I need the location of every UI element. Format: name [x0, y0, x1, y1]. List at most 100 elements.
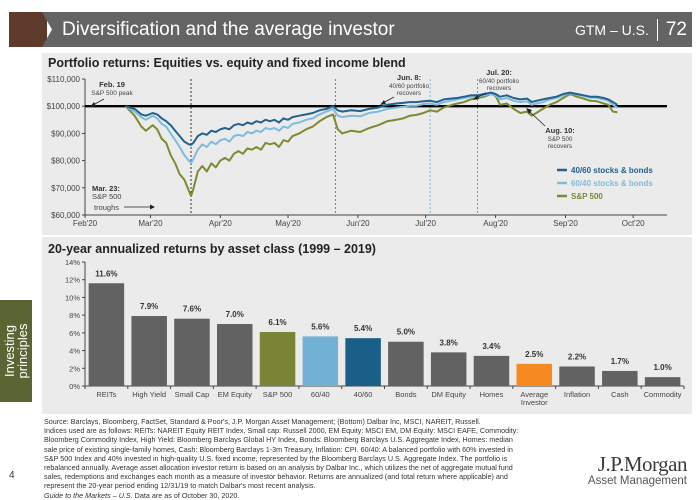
logo-subtitle: Asset Management — [587, 475, 687, 487]
bar-value-label: 11.6% — [95, 269, 117, 278]
bar-reits — [88, 283, 125, 386]
x-tick-label: Jul'20 — [415, 219, 436, 228]
section-tab-line2: principles — [15, 323, 30, 379]
y-tick-label: $100,000 — [47, 102, 81, 111]
bar-value-label: 7.6% — [183, 305, 201, 314]
x-tick-label: Jun'20 — [346, 219, 370, 228]
x-tick-label: Investor — [521, 398, 548, 407]
x-tick-label: Homes — [480, 390, 504, 399]
footnote-line: represent the 20-year period ending 12/3… — [44, 481, 316, 491]
y-tick-label: 12% — [65, 276, 80, 285]
annotation-jun8-text1: 40/60 portfolio — [389, 83, 429, 90]
y-tick-label: 2% — [69, 364, 80, 373]
x-tick-label: Oct'20 — [622, 219, 645, 228]
x-tick-label: High Yield — [132, 390, 166, 399]
series-label: GTM – U.S. — [574, 22, 649, 38]
annotation-jul20-arrowhead — [473, 95, 479, 100]
header-bar — [42, 12, 692, 47]
bar-value-label: 5.4% — [354, 324, 372, 333]
bar-chart-title: 20-year annualized returns by asset clas… — [48, 242, 376, 256]
series-line-2 — [124, 93, 618, 197]
x-tick-label: S&P 500 — [263, 390, 292, 399]
y-tick-label: 0% — [69, 382, 80, 391]
gtm-page-number: 72 — [665, 19, 687, 40]
x-tick-label: REITs — [96, 390, 116, 399]
jpmorgan-logo: J.P.Morgan Asset Management — [587, 452, 688, 487]
x-tick-label: Inflation — [564, 390, 590, 399]
x-tick-label: Cash — [611, 390, 629, 399]
bar-value-label: 5.0% — [397, 328, 415, 337]
footnote-line: S&P 500 Index and 40% invested in high-q… — [44, 453, 508, 463]
bar-40-60 — [345, 338, 381, 386]
section-tab: Investing principles — [0, 300, 32, 402]
annotation-aug10-text1: S&P 500 — [548, 136, 573, 143]
bar-bonds — [388, 341, 424, 386]
x-tick-label: DM Equity — [431, 390, 466, 399]
bar-value-label: 3.4% — [482, 342, 500, 351]
section-tab-label: Investing principles — [2, 323, 30, 379]
legend-label-0: 40/60 stocks & bonds — [571, 166, 653, 175]
bar-dm-equity — [430, 352, 467, 386]
x-tick-label: Mar'20 — [138, 219, 163, 228]
annotation-feb19-arrowhead — [90, 102, 96, 107]
footnote-line: rebalanced annually. Average asset alloc… — [44, 463, 513, 473]
x-tick-label: Bonds — [395, 390, 417, 399]
y-tick-label: 4% — [69, 347, 80, 356]
line-chart: $60,000 $70,000 $80,000 $90,000 $100,000 $110… — [47, 68, 667, 228]
annotation-jun8-text2: recovers — [397, 90, 421, 97]
footnote-line: sales, redemptions and exchanges each mo… — [44, 472, 508, 482]
line-chart-title: Portfolio returns: Equities vs. equity a… — [48, 56, 406, 70]
annotation-jun8-arrowhead — [380, 100, 386, 105]
bar-high-yield — [131, 316, 167, 386]
y-tick-label: $70,000 — [51, 184, 80, 193]
x-tick-label: Small Cap — [175, 390, 210, 399]
bar-homes — [473, 355, 510, 386]
x-tick-label: Average — [520, 390, 548, 399]
bar-cash — [602, 370, 638, 386]
bar-value-label: 2.2% — [568, 353, 586, 362]
logo-wordmark: J.P.Morgan — [597, 452, 688, 476]
footnote-last-line: Guide to the Markets – U.S. Data are as … — [44, 491, 604, 500]
page-number: 4 — [9, 470, 15, 481]
footnote-line: Source: Barclays, Bloomberg, FactSet, St… — [44, 417, 481, 426]
y-tick-label: 6% — [69, 329, 80, 338]
x-tick-label: Commodity — [644, 390, 682, 399]
y-tick-label: $90,000 — [51, 129, 80, 138]
series-line-1 — [125, 92, 618, 164]
footnote-line: sale price of existing single-family hom… — [44, 444, 513, 454]
annotation-aug10-text2: recovers — [548, 143, 572, 150]
y-tick-label: 10% — [65, 293, 80, 302]
annotation-aug10-arrowhead — [526, 108, 532, 114]
bar-average-investor — [516, 363, 553, 386]
annotation-jun8-title: Jun. 8: — [397, 73, 421, 82]
annotation-aug10-arrow — [528, 110, 546, 127]
bar-value-label: 2.5% — [525, 350, 543, 359]
x-tick-label: Feb'20 — [73, 219, 98, 228]
x-tick-label: EM Equity — [218, 390, 252, 399]
bar-value-label: 1.0% — [653, 363, 671, 372]
legend-label-2: S&P 500 — [571, 192, 603, 201]
x-tick-label: 60/40 — [311, 390, 330, 399]
x-tick-label: Sep'20 — [553, 219, 578, 228]
footnote-line: Indices used are as follows: REITs: NARE… — [44, 426, 519, 436]
annotation-jul20-title: Jul. 20: — [486, 68, 512, 77]
footnote-guide-title: Guide to the Markets – U.S. — [44, 490, 133, 500]
footnote-lines: Source: Barclays, Bloomberg, FactSet, St… — [44, 417, 604, 491]
footnote-data-date: Data are as of October 30, 2020. — [132, 490, 240, 500]
bar-small-cap — [174, 318, 210, 386]
bar-commodity — [644, 377, 681, 386]
bar-value-label: 7.9% — [140, 302, 158, 311]
annotation-mar23-arrowhead — [150, 204, 155, 210]
header-divider — [656, 19, 658, 41]
annotation-feb19-text: S&P 500 peak — [91, 90, 133, 97]
x-tick-label: Aug'20 — [483, 219, 508, 228]
bar-chart-panel: 20-year annualized returns by asset clas… — [42, 237, 692, 414]
annotation-jul20-text2: recovers — [487, 85, 511, 92]
annotation-feb19-title: Feb. 19 — [99, 80, 125, 89]
annotation-mar23-title: Mar. 23: — [92, 184, 120, 193]
bar-value-label: 3.8% — [440, 338, 458, 347]
x-tick-label: 40/60 — [354, 390, 373, 399]
y-tick-label: $80,000 — [51, 157, 80, 166]
header-meta: GTM – U.S. 72 — [575, 19, 687, 41]
bar-value-label: 1.7% — [611, 357, 629, 366]
